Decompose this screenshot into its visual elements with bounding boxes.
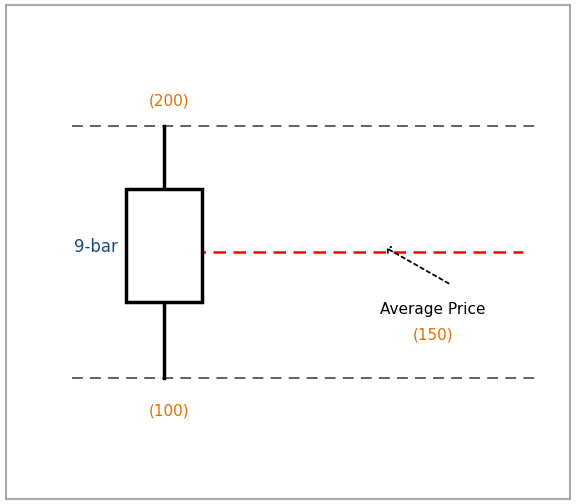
Text: (100): (100)	[149, 403, 190, 418]
Text: (150): (150)	[413, 328, 453, 343]
Bar	[126, 189, 202, 302]
Text: 9-bar: 9-bar	[74, 238, 118, 256]
Text: Average Price: Average Price	[380, 302, 486, 318]
Text: (200): (200)	[149, 93, 190, 108]
